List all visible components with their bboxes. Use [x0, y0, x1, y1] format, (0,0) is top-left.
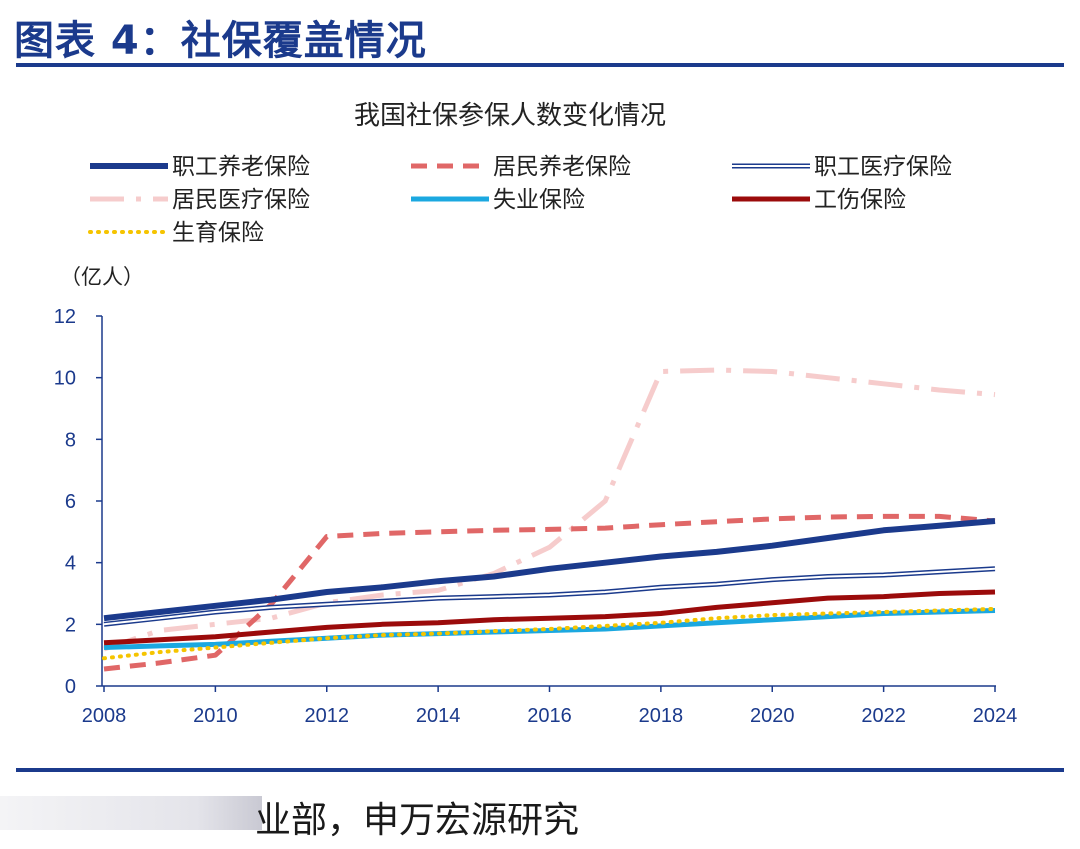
x-tick-label: 2016 — [527, 705, 572, 727]
header-rule — [16, 63, 1064, 67]
x-tick-label: 2022 — [861, 705, 906, 727]
x-tick-label: 2018 — [639, 705, 684, 727]
legend-label: 生育保险 — [172, 220, 264, 246]
legend-label: 居民医疗保险 — [172, 187, 310, 213]
y-tick-label: 2 — [65, 614, 76, 636]
legend-label: 职工养老保险 — [172, 154, 310, 180]
y-tick-label: 4 — [65, 553, 76, 575]
y-tick-label: 6 — [65, 491, 76, 513]
y-axis-unit: （亿人） — [60, 265, 144, 289]
series-line-unemployment — [103, 608, 996, 650]
legend-label: 工伤保险 — [814, 187, 906, 213]
x-tick-label: 2020 — [750, 705, 795, 727]
x-tick-label: 2014 — [416, 705, 461, 727]
chart-title: 我国社保参保人数变化情况 — [354, 101, 666, 131]
legend-label: 职工医疗保险 — [814, 154, 952, 180]
redacted-source-mask — [0, 796, 262, 830]
series-line-work_injury — [103, 589, 996, 646]
x-tick-label: 2024 — [973, 705, 1018, 727]
x-tick-label: 2010 — [193, 705, 238, 727]
y-tick-label: 12 — [54, 306, 76, 328]
series-line-resident_medical — [103, 367, 996, 652]
legend-label: 失业保险 — [493, 187, 585, 213]
x-tick-label: 2008 — [82, 705, 127, 727]
x-tick-label: 2012 — [305, 705, 350, 727]
y-tick-label: 0 — [65, 676, 76, 698]
series-line-employee_medical-inner — [103, 567, 996, 626]
footer-rule — [16, 768, 1064, 772]
series-line-maternity — [102, 606, 997, 661]
series-line-resident_pension — [103, 513, 996, 672]
series-line-employee_pension — [103, 518, 996, 622]
source-note: 业部，申万宏源研究 — [255, 800, 580, 841]
y-tick-label: 8 — [65, 429, 76, 451]
page-title: 图表 4：社保覆盖情况 — [14, 18, 427, 64]
legend-label: 居民养老保险 — [493, 154, 631, 180]
chart-lines — [102, 367, 997, 672]
y-tick-label: 10 — [54, 368, 76, 390]
chart-axes: 0 2 4 6 8 10 12 2008 2010 2012 2014 2016 2018 2020 202… — [54, 306, 1018, 727]
